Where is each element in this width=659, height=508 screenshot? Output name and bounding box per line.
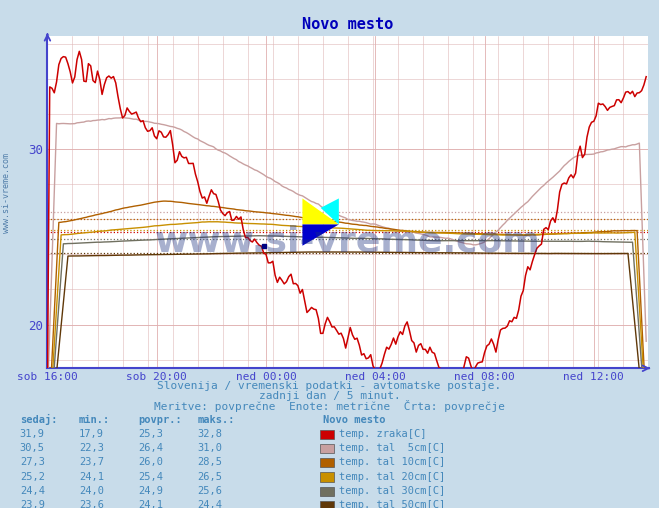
Text: maks.:: maks.: xyxy=(198,415,235,425)
Text: temp. tal 50cm[C]: temp. tal 50cm[C] xyxy=(339,500,445,508)
Text: temp. zraka[C]: temp. zraka[C] xyxy=(339,429,426,439)
Text: sedaj:: sedaj: xyxy=(20,414,57,425)
Polygon shape xyxy=(302,225,339,246)
Text: 26,4: 26,4 xyxy=(138,443,163,453)
Text: min.:: min.: xyxy=(79,415,110,425)
Text: Novo mesto: Novo mesto xyxy=(323,415,386,425)
Text: 24,1: 24,1 xyxy=(79,471,104,482)
Text: povpr.:: povpr.: xyxy=(138,415,182,425)
Text: 23,9: 23,9 xyxy=(20,500,45,508)
Polygon shape xyxy=(321,199,339,225)
Text: 24,9: 24,9 xyxy=(138,486,163,496)
Text: www.si-vreme.com: www.si-vreme.com xyxy=(2,153,11,233)
Text: 27,3: 27,3 xyxy=(20,457,45,467)
Text: 25,3: 25,3 xyxy=(138,429,163,439)
Text: temp. tal 30cm[C]: temp. tal 30cm[C] xyxy=(339,486,445,496)
Text: Meritve: povprečne  Enote: metrične  Črta: povprečje: Meritve: povprečne Enote: metrične Črta:… xyxy=(154,400,505,412)
Text: 25,2: 25,2 xyxy=(20,471,45,482)
Text: 24,1: 24,1 xyxy=(138,500,163,508)
Text: 23,6: 23,6 xyxy=(79,500,104,508)
Title: Novo mesto: Novo mesto xyxy=(302,17,393,31)
Text: 25,6: 25,6 xyxy=(198,486,223,496)
Text: www.si-vreme.com: www.si-vreme.com xyxy=(155,225,541,259)
Text: 17,9: 17,9 xyxy=(79,429,104,439)
Text: temp. tal 20cm[C]: temp. tal 20cm[C] xyxy=(339,471,445,482)
Text: 24,4: 24,4 xyxy=(198,500,223,508)
Text: temp. tal 10cm[C]: temp. tal 10cm[C] xyxy=(339,457,445,467)
Text: 23,7: 23,7 xyxy=(79,457,104,467)
Text: 32,8: 32,8 xyxy=(198,429,223,439)
Text: 25,4: 25,4 xyxy=(138,471,163,482)
Text: 22,3: 22,3 xyxy=(79,443,104,453)
Text: temp. tal  5cm[C]: temp. tal 5cm[C] xyxy=(339,443,445,453)
Text: 24,0: 24,0 xyxy=(79,486,104,496)
Text: 26,5: 26,5 xyxy=(198,471,223,482)
Text: zadnji dan / 5 minut.: zadnji dan / 5 minut. xyxy=(258,391,401,401)
Text: 31,9: 31,9 xyxy=(20,429,45,439)
Text: 28,5: 28,5 xyxy=(198,457,223,467)
Text: 31,0: 31,0 xyxy=(198,443,223,453)
Text: 26,0: 26,0 xyxy=(138,457,163,467)
Text: Slovenija / vremenski podatki - avtomatske postaje.: Slovenija / vremenski podatki - avtomats… xyxy=(158,380,501,391)
Polygon shape xyxy=(302,199,339,225)
Text: 24,4: 24,4 xyxy=(20,486,45,496)
Text: 30,5: 30,5 xyxy=(20,443,45,453)
